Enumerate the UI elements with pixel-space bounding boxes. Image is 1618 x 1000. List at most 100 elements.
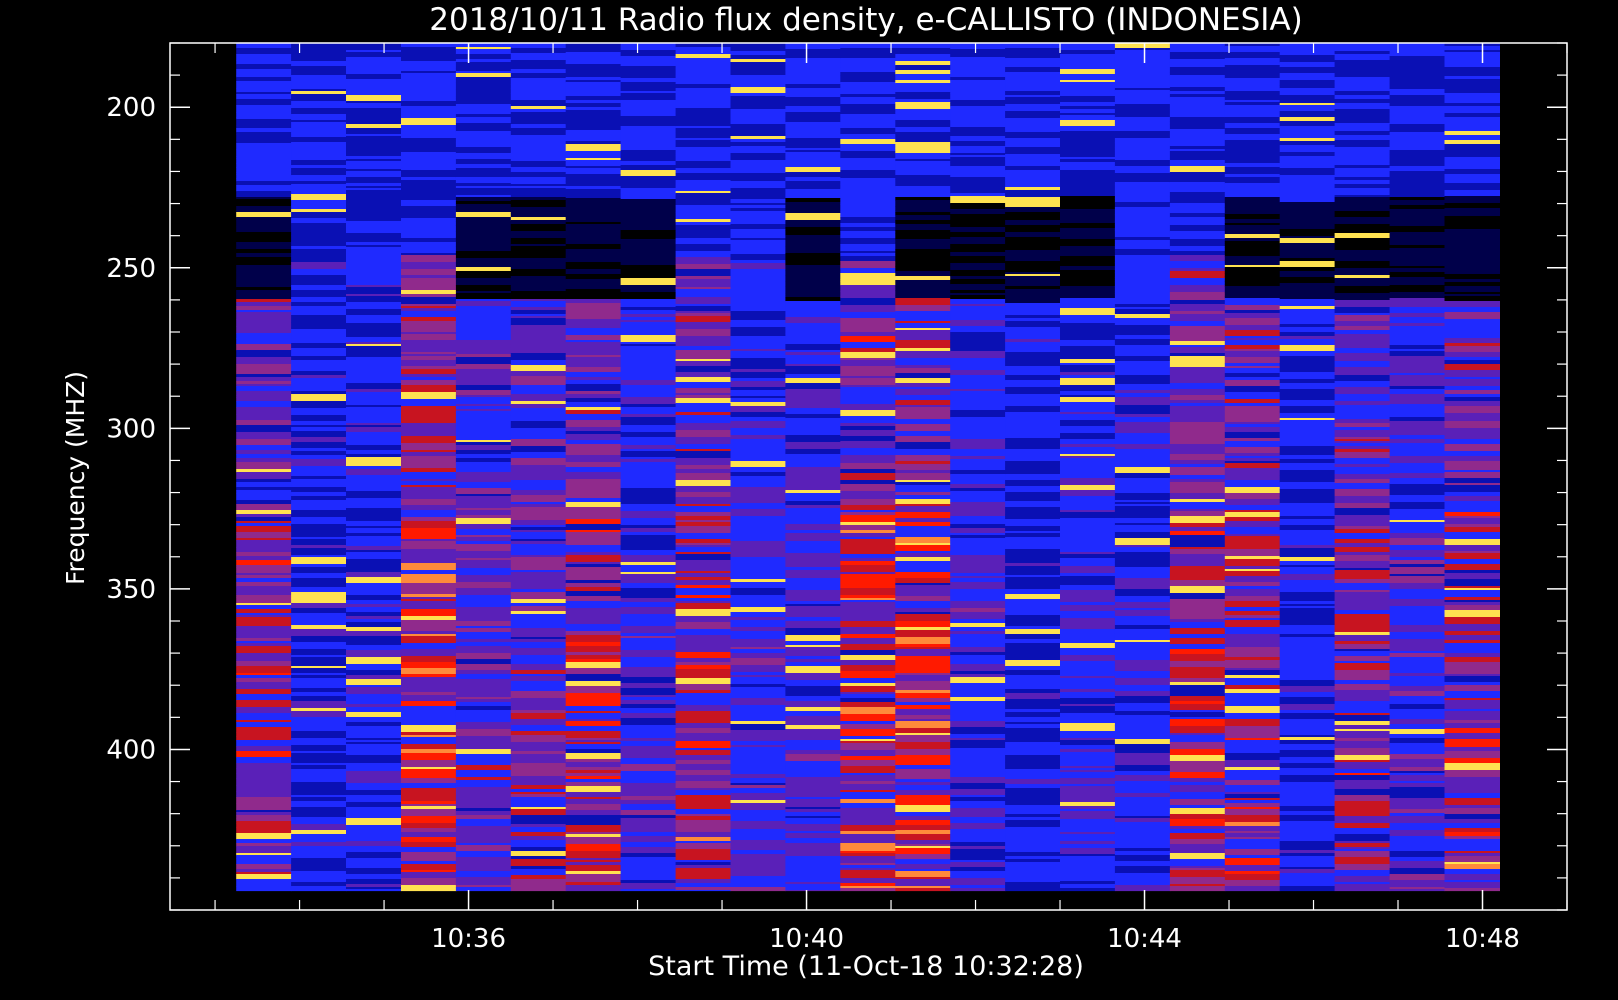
spectrum-cell bbox=[730, 821, 786, 826]
spectrum-cell bbox=[895, 368, 951, 374]
spectrum-cell bbox=[510, 184, 567, 187]
spectrum-cell bbox=[401, 735, 457, 738]
spectrum-cell bbox=[1389, 509, 1446, 517]
spectrum-cell bbox=[565, 384, 622, 392]
spectrum-cell bbox=[401, 399, 457, 407]
spectrum-cell bbox=[1005, 885, 1061, 892]
spectrum-cell bbox=[1224, 586, 1281, 590]
spectrum-cell bbox=[1060, 826, 1116, 833]
spectrum-cell bbox=[1334, 775, 1391, 781]
spectrum-cell bbox=[1005, 717, 1061, 723]
spectrum-cell bbox=[1005, 841, 1061, 847]
spectrum-cell bbox=[1389, 749, 1446, 755]
spectrum-cell bbox=[1224, 499, 1281, 506]
spectrum-cell bbox=[510, 851, 567, 857]
spectrum-cell bbox=[565, 382, 622, 385]
spectrum-cell bbox=[730, 557, 786, 562]
spectrum-cell bbox=[1444, 527, 1500, 533]
spectrum-cell bbox=[675, 291, 732, 298]
spectrum-cell bbox=[236, 253, 292, 258]
spectrum-cell bbox=[730, 218, 786, 225]
spectrum-cell bbox=[1060, 809, 1116, 812]
spectrum-cell bbox=[510, 577, 567, 583]
spectrum-cell bbox=[895, 464, 951, 471]
spectrum-cell bbox=[1334, 195, 1391, 198]
spectrum-cell bbox=[895, 869, 951, 872]
spectrum-cell bbox=[840, 43, 896, 49]
spectrum-cell bbox=[675, 451, 732, 459]
spectrum-cell bbox=[1389, 813, 1446, 817]
spectrum-cell bbox=[346, 268, 402, 276]
spectrum-cell bbox=[620, 156, 677, 159]
spectrum-cell bbox=[1389, 470, 1446, 474]
spectrum-cell bbox=[620, 731, 677, 734]
spectrum-cell bbox=[1114, 620, 1171, 626]
spectrum-cell bbox=[785, 301, 841, 304]
spectrum-cell bbox=[1334, 452, 1391, 459]
spectrum-cell bbox=[565, 305, 622, 309]
spectrum-cell bbox=[1169, 554, 1226, 557]
spectrum-cell bbox=[1279, 726, 1336, 729]
spectrum-cell bbox=[1389, 268, 1446, 273]
spectrum-cell bbox=[401, 677, 457, 684]
spectrum-cell bbox=[1334, 620, 1391, 626]
spectrum-cell bbox=[236, 257, 292, 260]
spectrum-cell bbox=[1005, 311, 1061, 316]
spectrum-cell bbox=[840, 825, 896, 832]
spectrum-cell bbox=[1060, 778, 1116, 785]
spectrum-cell bbox=[291, 622, 347, 626]
spectrum-cell bbox=[1444, 76, 1500, 80]
spectrum-cell bbox=[1334, 635, 1391, 642]
spectrum-cell bbox=[401, 823, 457, 829]
spectrum-cell bbox=[785, 541, 841, 549]
spectrum-cell bbox=[620, 251, 677, 256]
spectrum-cell bbox=[730, 705, 786, 708]
spectrum-cell bbox=[1005, 709, 1061, 713]
spectrum-cell bbox=[1169, 527, 1226, 532]
spectrum-cell bbox=[1279, 557, 1336, 562]
spectrum-cell bbox=[1279, 258, 1336, 262]
spectrum-cell bbox=[1060, 708, 1116, 714]
spectrum-cell bbox=[236, 613, 292, 616]
spectrum-cell bbox=[1169, 158, 1226, 161]
spectrum-cell bbox=[401, 581, 457, 584]
spectrum-cell bbox=[675, 138, 732, 141]
y-tick-label: 250 bbox=[106, 254, 156, 284]
spectrum-column bbox=[1334, 43, 1391, 892]
spectrum-cell bbox=[730, 304, 786, 312]
spectrum-cell bbox=[895, 142, 951, 149]
spectrum-cell bbox=[455, 868, 512, 872]
spectrum-cell bbox=[510, 648, 567, 656]
spectrum-cell bbox=[1224, 93, 1281, 101]
spectrum-cell bbox=[236, 595, 292, 598]
spectrum-cell bbox=[455, 420, 512, 423]
spectrum-cell bbox=[401, 563, 457, 569]
spectrum-cell bbox=[675, 497, 732, 503]
spectrum-cell bbox=[1114, 325, 1171, 333]
spectrum-cell bbox=[1334, 680, 1391, 685]
spectrum-cell bbox=[840, 773, 896, 776]
spectrum-cell bbox=[455, 426, 512, 431]
spectrum-cell bbox=[675, 458, 732, 466]
spectrum-cell bbox=[236, 460, 292, 463]
spectrum-cell bbox=[675, 879, 732, 884]
spectrum-cell bbox=[620, 548, 677, 551]
spectrum-cell bbox=[895, 873, 951, 878]
spectrum-cell bbox=[565, 319, 622, 322]
spectrum-cell bbox=[510, 231, 567, 239]
spectrum-cell bbox=[401, 605, 457, 610]
spectrum-cell bbox=[1224, 298, 1281, 306]
spectrum-cell bbox=[895, 545, 951, 552]
spectrum-cell bbox=[291, 842, 347, 847]
spectrum-cell bbox=[1279, 315, 1336, 318]
spectrum-cell bbox=[1169, 91, 1226, 95]
spectrum-cell bbox=[346, 717, 402, 723]
spectrum-cell bbox=[1389, 394, 1446, 399]
spectrum-cell bbox=[1114, 642, 1171, 645]
spectrum-cell bbox=[620, 119, 677, 127]
spectrum-cell bbox=[730, 435, 786, 440]
spectrum-cell bbox=[291, 249, 347, 257]
spectrum-cell bbox=[675, 764, 732, 771]
spectrum-cell bbox=[950, 155, 1006, 158]
spectrum-cell bbox=[950, 358, 1006, 365]
